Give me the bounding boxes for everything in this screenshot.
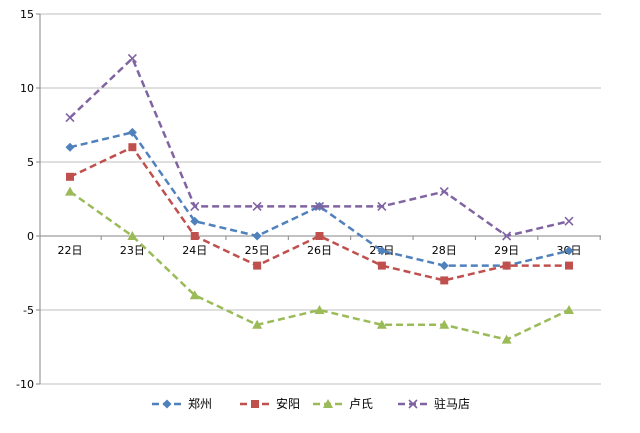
data-point <box>501 334 512 344</box>
series-lines <box>65 53 574 344</box>
data-point <box>314 305 325 314</box>
data-point <box>314 201 325 211</box>
legend-label: 安阳 <box>276 396 300 411</box>
x-axis-ticks: 22日23日24日25日26日27日28日29日30日 <box>58 244 582 257</box>
y-tick-label: 5 <box>27 156 34 169</box>
y-tick-label: -10 <box>16 378 34 391</box>
data-point <box>253 261 262 270</box>
data-point <box>564 305 574 314</box>
data-point <box>190 232 199 240</box>
data-point <box>127 231 138 240</box>
data-point <box>377 246 387 256</box>
data-point <box>190 216 200 226</box>
data-point <box>502 261 511 270</box>
data-point <box>377 201 387 211</box>
y-tick-label: 15 <box>20 8 34 21</box>
legend-item: 郑州 <box>152 396 212 411</box>
y-tick-label: -5 <box>23 304 34 317</box>
series-2 <box>65 186 574 344</box>
legend-label: 郑州 <box>188 396 212 411</box>
data-point <box>440 276 449 285</box>
y-axis-ticks: 15 10 5 0 -5 -10 <box>16 8 34 391</box>
legend-item: 驻马店 <box>398 396 470 411</box>
x-tick-label: 28日 <box>432 244 457 257</box>
legend: 郑州 安阳 卢氏 驻马店 <box>152 396 470 411</box>
data-point <box>564 216 574 226</box>
legend-marker <box>162 399 172 409</box>
data-point <box>65 142 75 152</box>
series-line <box>69 145 569 282</box>
data-point <box>128 143 137 152</box>
data-point <box>252 319 263 329</box>
series-1 <box>66 143 573 285</box>
data-point <box>439 319 450 329</box>
data-point <box>127 53 137 63</box>
x-tick-label: 22日 <box>58 244 83 257</box>
legend-marker <box>323 399 333 408</box>
data-point <box>564 246 574 256</box>
y-tick-label: 0 <box>27 230 34 243</box>
series-3 <box>65 53 574 241</box>
legend-item: 安阳 <box>240 396 300 411</box>
data-point <box>439 261 449 271</box>
data-point <box>65 113 75 123</box>
data-point <box>376 319 387 329</box>
series-line <box>69 131 570 267</box>
data-point <box>439 187 449 197</box>
data-point <box>565 261 573 270</box>
data-point <box>127 127 137 137</box>
data-point <box>315 232 324 240</box>
gridlines <box>40 13 601 385</box>
x-tick-label: 23日 <box>120 244 145 257</box>
x-tick-label: 24日 <box>182 244 207 257</box>
data-point <box>65 186 75 196</box>
data-point <box>66 172 74 181</box>
data-point <box>190 201 200 211</box>
legend-item: 卢氏 <box>313 396 373 411</box>
legend-marker <box>251 400 259 408</box>
y-tick-label: 10 <box>20 82 34 95</box>
data-point <box>189 290 200 300</box>
series-line <box>69 190 570 341</box>
x-tick-label: 29日 <box>494 244 519 257</box>
legend-label: 卢氏 <box>349 396 373 411</box>
x-tick-label: 25日 <box>245 244 270 257</box>
data-point <box>252 201 262 211</box>
data-point <box>377 261 386 270</box>
legend-marker <box>408 399 418 409</box>
legend-label: 驻马店 <box>434 396 470 411</box>
data-point <box>252 231 262 241</box>
x-tick-label: 26日 <box>307 244 332 257</box>
data-point <box>502 231 512 241</box>
